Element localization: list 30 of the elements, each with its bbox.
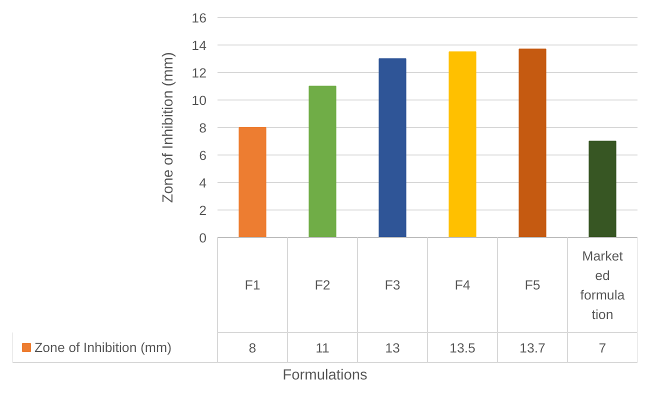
- x-tick-label: Marketed formulation: [580, 248, 626, 322]
- y-tick-label: 6: [199, 148, 207, 163]
- y-tick-label: 12: [192, 66, 207, 80]
- data-label: 13: [385, 340, 400, 356]
- y-tick-label: 8: [199, 120, 207, 136]
- x-tick-label: F4: [454, 278, 471, 292]
- y-tick-label: 10: [192, 93, 207, 108]
- x-tick-label: F1: [244, 278, 260, 292]
- y-tick-label: 0: [199, 230, 207, 246]
- data-label: 8: [248, 340, 256, 356]
- x-axis-title: Formulations: [282, 368, 368, 384]
- bar: [518, 48, 546, 238]
- bar: [378, 58, 406, 238]
- y-tick-label: 4: [199, 176, 208, 190]
- x-tick-label: F3: [384, 278, 400, 292]
- y-tick-label: 16: [192, 10, 207, 26]
- bar: [238, 127, 266, 238]
- y-tick-label: 2: [199, 203, 207, 218]
- y-tick-label: 14: [192, 38, 208, 53]
- bar: [448, 51, 476, 238]
- legend-label: Zone of Inhibition (mm): [34, 340, 172, 355]
- data-label: 11: [316, 340, 330, 356]
- x-tick-label: F2: [314, 278, 330, 292]
- bar: [308, 86, 336, 238]
- data-label: 13.5: [450, 340, 476, 356]
- data-label: 7: [598, 340, 606, 356]
- x-tick-label: F5: [524, 278, 540, 292]
- data-label: 13.7: [520, 340, 546, 356]
- bar: [588, 140, 616, 238]
- y-axis-title: Zone of Inhibition (mm): [160, 52, 177, 203]
